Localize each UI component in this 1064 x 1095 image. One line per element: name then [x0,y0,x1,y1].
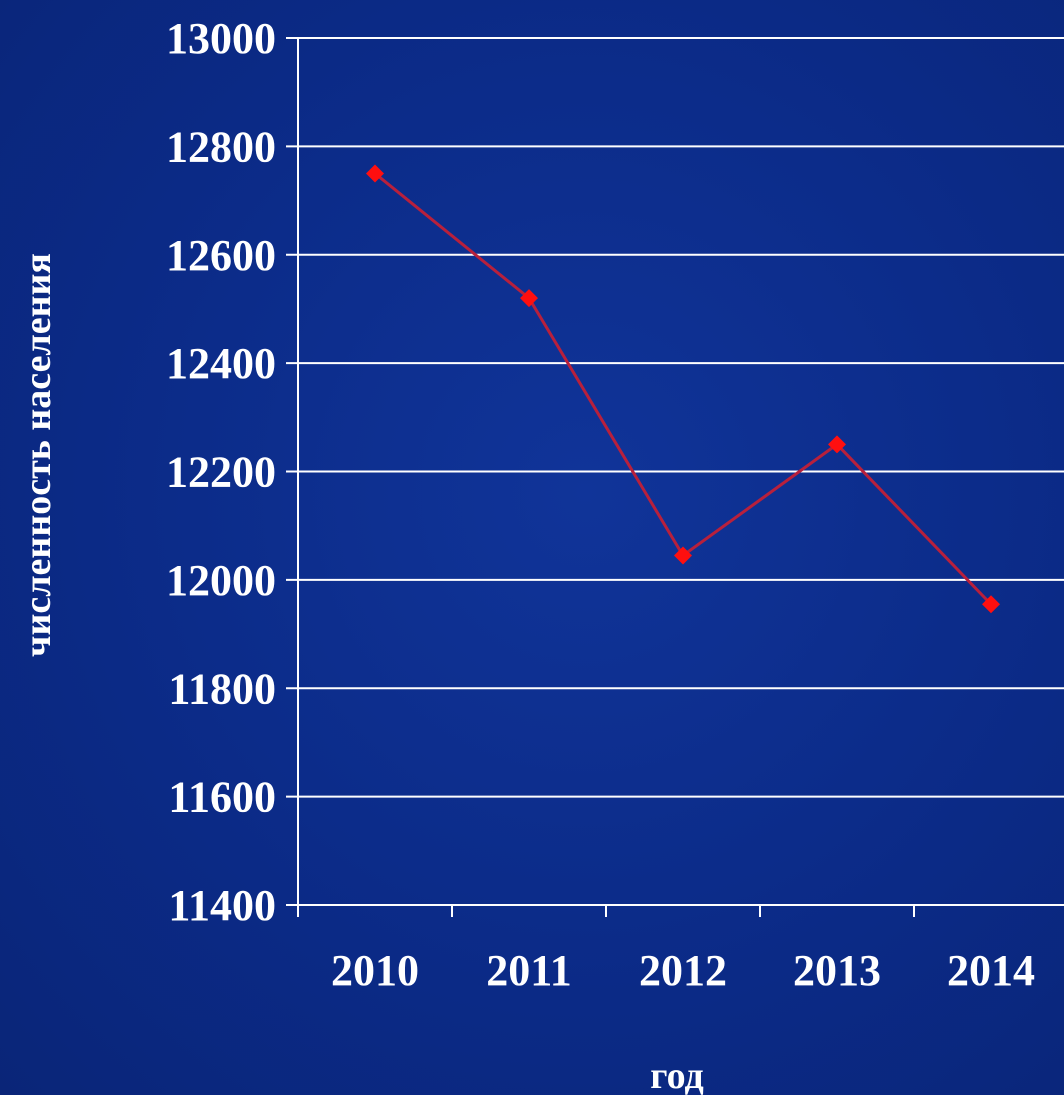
data-series [366,164,1000,614]
y-tick-label: 12600 [166,231,276,280]
y-tick-label: 12200 [166,448,276,497]
y-axis-title: численность населения [17,253,59,657]
data-point-marker [520,289,538,308]
x-tick-labels: 2010 2011 2012 2013 2014 [331,946,1035,995]
y-tick-label: 11400 [168,881,276,930]
y-tick-label: 11800 [168,664,276,713]
x-tick-label: 2013 [793,946,881,995]
x-tick-label: 2010 [331,946,419,995]
series-line [374,172,993,606]
x-tick-label: 2012 [639,946,727,995]
x-tick-label: 2011 [486,946,572,995]
gridlines [298,37,1064,798]
data-point-marker [674,546,692,565]
x-axis-title: год [650,1055,703,1095]
y-tick-label: 12800 [166,122,276,171]
x-tick-label: 2014 [947,946,1035,995]
y-tick-label: 12400 [166,339,276,388]
y-tick-label: 12000 [166,556,276,605]
data-point-marker [982,595,1000,614]
data-point-marker [828,435,846,454]
axes [286,37,1064,917]
y-tick-label: 11600 [168,773,276,822]
data-point-marker [366,164,384,183]
y-tick-label: 13000 [166,14,276,63]
y-tick-labels: 13000 12800 12600 12400 12200 12000 11800 11600… [166,14,276,930]
